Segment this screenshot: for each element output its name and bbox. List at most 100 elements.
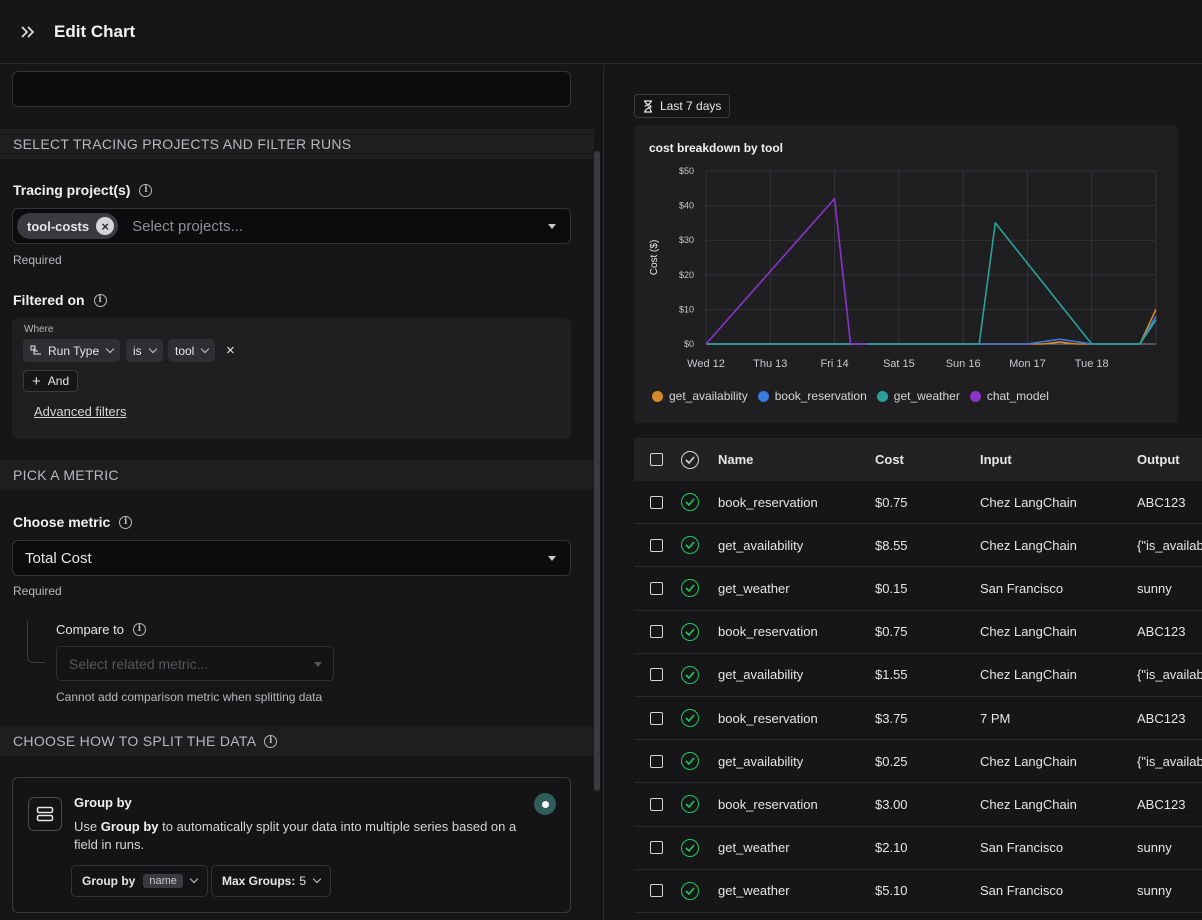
section-metric-header: PICK A METRIC <box>0 460 594 490</box>
x-tick-label: Tue 18 <box>1075 358 1109 370</box>
cell-output: {"is_available" <box>1137 667 1202 683</box>
table-row[interactable]: get_weather $2.10 San Francisco sunny <box>634 827 1202 870</box>
y-tick-label: $20 <box>679 270 694 280</box>
cell-cost: $0.15 <box>875 580 908 596</box>
table-row[interactable]: get_weather $5.10 San Francisco sunny <box>634 870 1202 913</box>
cell-input: San Francisco <box>980 883 1064 899</box>
x-tick-label: Thu 13 <box>753 358 787 370</box>
table-body: book_reservation $0.75 Chez LangChain ABC12… <box>634 481 1202 913</box>
chart-legend: get_availability book_reservation get_we… <box>652 389 1059 403</box>
success-check-icon <box>681 838 699 857</box>
table-row[interactable]: get_availability $8.55 Chez LangChain {"is_… <box>634 524 1202 568</box>
series-line-get_weather[interactable] <box>706 222 1157 345</box>
row-checkbox[interactable] <box>650 841 663 855</box>
filter-field-label: Run Type <box>48 343 100 358</box>
cell-cost: $8.55 <box>875 537 908 553</box>
series-line-chat_model[interactable] <box>705 197 867 345</box>
info-icon[interactable]: i <box>139 183 153 197</box>
table-row[interactable]: book_reservation $3.75 7 PM ABC123 <box>634 697 1202 741</box>
add-and-filter-button[interactable]: + And <box>23 370 79 392</box>
group-by-radio[interactable] <box>534 793 556 815</box>
chart-name-input[interactable] <box>12 71 571 107</box>
compare-placeholder: Select related metric... <box>69 655 209 672</box>
row-checkbox[interactable] <box>650 884 663 898</box>
choose-metric-label-text: Choose metric <box>13 514 111 530</box>
group-by-title: Group by <box>74 795 132 810</box>
table-row[interactable]: get_availability $1.55 Chez LangChain {"is_… <box>634 654 1202 697</box>
success-check-icon <box>681 622 699 641</box>
column-header-input[interactable]: Input <box>980 452 1012 467</box>
caret-down-icon <box>548 224 556 229</box>
tracing-projects-select[interactable]: tool-costs × Select projects... <box>12 208 571 244</box>
line-chart: $0 $10 $20 $30 $40 $50 Wed 12 Thu 13 Fri 14 Sat 1… <box>649 166 1157 370</box>
table-row[interactable]: get_availability $0.25 Chez LangChain {"is_… <box>634 740 1202 784</box>
expand-panel-icon[interactable] <box>18 22 38 42</box>
legend-label: chat_model <box>986 389 1049 403</box>
table-row[interactable]: book_reservation $3.00 Chez LangChain ABC12… <box>634 783 1202 827</box>
top-bar: Edit Chart <box>0 0 1202 64</box>
metric-select[interactable]: Total Cost <box>12 540 571 576</box>
row-checkbox[interactable] <box>650 754 663 768</box>
x-tick-label: Sun 16 <box>946 358 981 370</box>
cell-name: book_reservation <box>718 796 818 812</box>
info-icon[interactable]: i <box>132 623 146 636</box>
group-by-card[interactable]: Group by Use Group by to automatically s… <box>12 777 571 913</box>
row-checkbox[interactable] <box>650 581 663 595</box>
success-check-icon <box>681 709 699 728</box>
table-row[interactable]: get_weather $0.15 San Francisco sunny <box>634 567 1202 611</box>
group-by-icon <box>28 797 62 831</box>
required-helper: Required <box>13 253 62 267</box>
row-checkbox[interactable] <box>650 625 663 639</box>
legend-item[interactable]: get_weather <box>876 389 960 403</box>
legend-item[interactable]: chat_model <box>969 389 1049 403</box>
info-icon[interactable]: i <box>93 293 107 307</box>
cell-name: book_reservation <box>718 494 818 510</box>
time-range-button[interactable]: Last 7 days <box>634 94 731 118</box>
info-icon[interactable]: i <box>264 734 278 748</box>
caret-down-icon <box>548 556 556 561</box>
cell-input: Chez LangChain <box>980 796 1077 812</box>
left-panel-scrollbar[interactable] <box>594 151 600 791</box>
cell-input: Chez LangChain <box>980 494 1077 510</box>
group-desc-pre: Use <box>74 819 101 834</box>
row-checkbox[interactable] <box>650 668 663 682</box>
section-metric-title: PICK A METRIC <box>13 467 119 483</box>
advanced-filters-link[interactable]: Advanced filters <box>34 404 127 419</box>
row-checkbox[interactable] <box>650 538 663 552</box>
chevron-down-icon <box>189 874 199 884</box>
remove-filter-icon[interactable]: × <box>226 342 235 359</box>
group-by-select-label: Group by <box>82 874 136 888</box>
page-title: Edit Chart <box>54 21 136 41</box>
success-check-icon <box>681 579 699 598</box>
compare-metric-select[interactable]: Select related metric... <box>56 646 334 681</box>
remove-chip-icon[interactable]: × <box>96 217 115 235</box>
filter-operator-select[interactable]: is <box>126 339 163 362</box>
cell-input: San Francisco <box>980 580 1064 596</box>
column-header-cost[interactable]: Cost <box>875 452 904 467</box>
max-groups-select[interactable]: Max Groups: 5 <box>211 865 332 897</box>
table-row[interactable]: book_reservation $0.75 Chez LangChain ABC12… <box>634 611 1202 654</box>
column-header-output[interactable]: Output <box>1137 452 1180 467</box>
cell-output: sunny <box>1137 840 1172 856</box>
row-checkbox[interactable] <box>650 495 663 509</box>
group-by-field-tag: name <box>143 874 183 888</box>
success-check-icon <box>681 881 699 900</box>
filter-value-select[interactable]: tool <box>168 339 216 362</box>
row-checkbox[interactable] <box>650 797 663 811</box>
cell-output: sunny <box>1137 883 1172 899</box>
legend-item[interactable]: book_reservation <box>757 389 867 403</box>
legend-item[interactable]: get_availability <box>652 389 748 403</box>
group-by-field-select[interactable]: Group by name <box>71 865 208 897</box>
filter-operator-label: is <box>133 343 142 358</box>
legend-swatch <box>652 390 663 402</box>
column-header-name[interactable]: Name <box>718 452 754 467</box>
filter-field-select[interactable]: Run Type <box>23 339 121 362</box>
section-tracing-header: SELECT TRACING PROJECTS AND FILTER RUNS <box>0 129 594 159</box>
info-icon[interactable]: i <box>119 515 133 529</box>
cell-cost: $3.00 <box>875 796 908 812</box>
table-row[interactable]: book_reservation $0.75 Chez LangChain ABC12… <box>634 481 1202 525</box>
row-checkbox[interactable] <box>650 711 663 725</box>
cell-name: book_reservation <box>718 624 818 640</box>
select-all-checkbox[interactable] <box>650 453 663 466</box>
compare-connector <box>27 621 45 663</box>
